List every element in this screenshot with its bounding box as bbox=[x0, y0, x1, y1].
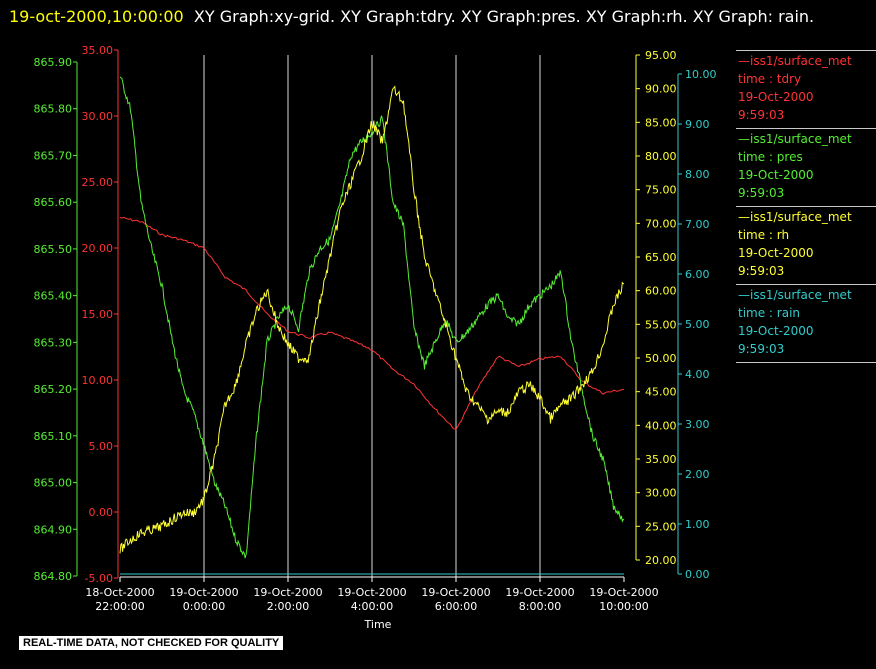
rh-tick-label: 70.00 bbox=[645, 217, 677, 230]
pres-tick-label: 865.10 bbox=[34, 430, 73, 443]
graph-header: 19-oct-2000,10:00:00 XY Graph:xy-grid. X… bbox=[9, 2, 869, 31]
pres-tick-label: 865.60 bbox=[34, 196, 73, 209]
rain-tick-label: 5.00 bbox=[685, 318, 710, 331]
legend-time: 9:59:03 bbox=[738, 186, 785, 200]
legend-var: time : tdry bbox=[738, 72, 802, 86]
rh-tick-label: 65.00 bbox=[645, 251, 677, 264]
rh-tick-label: 85.00 bbox=[645, 116, 677, 129]
header-text: XY Graph:xy-grid. XY Graph:tdry. XY Grap… bbox=[193, 7, 815, 26]
series-line-rh bbox=[119, 85, 625, 554]
legend-var: time : rh bbox=[738, 228, 790, 242]
pres-tick-label: 865.50 bbox=[34, 243, 73, 256]
x-tick-label-time: 4:00:00 bbox=[351, 600, 393, 613]
x-tick-label-time: 2:00:00 bbox=[267, 600, 309, 613]
pres-tick-label: 865.00 bbox=[34, 477, 73, 490]
series-line-pres bbox=[119, 76, 625, 559]
legend-title: —iss1/surface_met bbox=[738, 54, 852, 68]
rain-tick-label: 9.00 bbox=[685, 118, 710, 131]
tdry-tick-label: -5.00 bbox=[85, 572, 113, 585]
legend-title: —iss1/surface_met bbox=[738, 132, 852, 146]
rh-tick-label: 25.00 bbox=[645, 520, 677, 533]
y-axes: 864.80 864.90 865.00 865.10 865.20 865.30 865.… bbox=[34, 44, 717, 585]
x-tick-label-date: 18-Oct-2000 bbox=[85, 586, 154, 599]
rh-tick-label: 30.00 bbox=[645, 487, 677, 500]
legend-time: 9:59:03 bbox=[738, 264, 785, 278]
x-tick-label-time: 0:00:00 bbox=[183, 600, 225, 613]
rain-tick-label: 7.00 bbox=[685, 218, 710, 231]
tdry-tick-label: 10.00 bbox=[82, 374, 114, 387]
rh-tick-label: 95.00 bbox=[645, 49, 677, 62]
rh-tick-label: 45.00 bbox=[645, 386, 677, 399]
rain-tick-label: 8.00 bbox=[685, 168, 710, 181]
pres-tick-label: 865.90 bbox=[34, 56, 73, 69]
rh-tick-label: 50.00 bbox=[645, 352, 677, 365]
header-timestamp: 19-oct-2000,10:00:00 bbox=[9, 7, 184, 26]
legend-date: 19-Oct-2000 bbox=[738, 324, 814, 338]
legend-date: 19-Oct-2000 bbox=[738, 168, 814, 182]
x-tick-label-date: 19-Oct-2000 bbox=[505, 586, 574, 599]
pres-tick-label: 864.90 bbox=[34, 523, 73, 536]
x-tick-label-date: 19-Oct-2000 bbox=[169, 586, 238, 599]
pres-tick-label: 865.70 bbox=[34, 149, 73, 162]
vertical-gridlines bbox=[203, 55, 541, 577]
rain-tick-label: 3.00 bbox=[685, 418, 710, 431]
tdry-tick-label: 20.00 bbox=[82, 242, 114, 255]
tdry-tick-label: 15.00 bbox=[82, 308, 114, 321]
legend-time: 9:59:03 bbox=[738, 342, 785, 356]
rh-tick-label: 90.00 bbox=[645, 83, 677, 96]
rh-tick-label: 60.00 bbox=[645, 285, 677, 298]
tdry-tick-label: 35.00 bbox=[82, 44, 114, 57]
data-series bbox=[119, 76, 625, 575]
x-tick-label-time: 22:00:00 bbox=[95, 600, 144, 613]
legend-title: —iss1/surface_met bbox=[738, 288, 852, 302]
pres-tick-label: 865.40 bbox=[34, 290, 73, 303]
pres-tick-label: 865.80 bbox=[34, 103, 73, 116]
x-tick-label-time: 10:00:00 bbox=[599, 600, 648, 613]
series-line-tdry bbox=[119, 216, 625, 430]
legend-title: —iss1/surface_met bbox=[738, 210, 852, 224]
tdry-tick-label: 30.00 bbox=[82, 110, 114, 123]
x-tick-label-date: 19-Oct-2000 bbox=[253, 586, 322, 599]
legend-date: 19-Oct-2000 bbox=[738, 246, 814, 260]
x-axis: 18-Oct-200022:00:0019-Oct-20000:00:0019-… bbox=[85, 576, 659, 613]
x-axis-label: Time bbox=[364, 618, 392, 631]
rh-tick-label: 40.00 bbox=[645, 419, 677, 432]
legend-var: time : pres bbox=[738, 150, 803, 164]
tdry-tick-label: 0.00 bbox=[89, 506, 114, 519]
pres-tick-label: 865.20 bbox=[34, 383, 73, 396]
rain-tick-label: 6.00 bbox=[685, 268, 710, 281]
rain-tick-label: 0.00 bbox=[685, 568, 710, 581]
rain-tick-label: 2.00 bbox=[685, 468, 710, 481]
x-tick-label-date: 19-Oct-2000 bbox=[589, 586, 658, 599]
tdry-tick-label: 25.00 bbox=[82, 176, 114, 189]
legend-date: 19-Oct-2000 bbox=[738, 90, 814, 104]
rh-tick-label: 35.00 bbox=[645, 453, 677, 466]
rh-tick-label: 55.00 bbox=[645, 318, 677, 331]
x-tick-label-time: 6:00:00 bbox=[435, 600, 477, 613]
rain-tick-label: 10.00 bbox=[685, 68, 717, 81]
rh-tick-label: 20.00 bbox=[645, 554, 677, 567]
rain-tick-label: 4.00 bbox=[685, 368, 710, 381]
pres-tick-label: 864.80 bbox=[34, 570, 73, 583]
rh-tick-label: 75.00 bbox=[645, 184, 677, 197]
x-tick-label-date: 19-Oct-2000 bbox=[337, 586, 406, 599]
pres-tick-label: 865.30 bbox=[34, 336, 73, 349]
legend: —iss1/surface_met time : tdry 19-Oct-2000 9… bbox=[736, 50, 876, 363]
quality-notice: REAL-TIME DATA, NOT CHECKED FOR QUALITY bbox=[19, 636, 284, 650]
x-tick-label-time: 8:00:00 bbox=[519, 600, 561, 613]
x-tick-label-date: 19-Oct-2000 bbox=[421, 586, 490, 599]
rh-tick-label: 80.00 bbox=[645, 150, 677, 163]
rain-tick-label: 1.00 bbox=[685, 518, 710, 531]
legend-time: 9:59:03 bbox=[738, 108, 785, 122]
tdry-tick-label: 5.00 bbox=[89, 440, 114, 453]
legend-var: time : rain bbox=[738, 306, 801, 320]
